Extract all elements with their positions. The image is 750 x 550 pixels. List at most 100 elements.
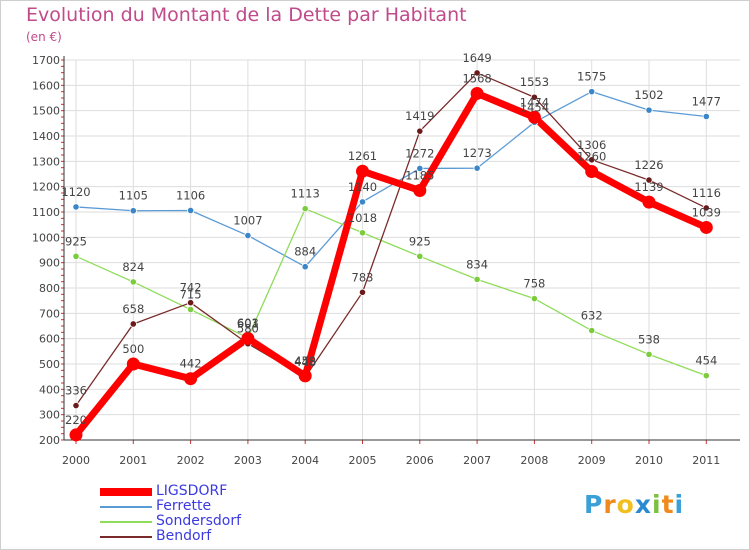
data-label-bendorf: 448 [294,355,316,369]
data-point-sondersdorf [187,305,195,314]
data-point-sondersdorf [473,275,481,283]
data-label-bendorf: 1116 [692,186,721,200]
data-label-ferrette: 1272 [405,146,434,160]
data-label-ferrette: 1120 [61,185,90,199]
data-point-sondersdorf [645,350,653,358]
x-tick-label: 2001 [119,454,147,467]
data-point-ligsdorf [356,164,369,178]
data-label-ligsdorf: 1568 [462,71,491,85]
data-label-ligsdorf: 442 [180,357,202,371]
data-label-ligsdorf: 1260 [577,149,606,163]
data-label-sondersdorf: 715 [180,288,202,302]
y-tick-label: 1100 [32,206,60,219]
data-label-ligsdorf: 1185 [405,168,434,182]
data-point-ferrette [301,263,309,271]
data-point-bendorf [702,204,710,212]
y-tick-label: 700 [39,307,60,320]
data-point-ferrette [702,112,710,121]
data-label-bendorf: 1649 [462,51,491,65]
y-tick-label: 400 [39,383,60,396]
data-label-sondersdorf: 758 [523,277,545,291]
data-point-ligsdorf [126,357,140,371]
data-point-ferrette [244,231,252,240]
data-point-ligsdorf [642,195,656,209]
data-label-sondersdorf: 632 [581,309,603,323]
series-line-ligsdorf [72,89,710,439]
data-point-bendorf [645,176,653,184]
data-point-bendorf [530,93,539,101]
legend-swatch [100,506,152,508]
legend-label: Bendorf [156,528,212,544]
logo-letter: r [603,490,617,519]
data-label-ferrette: 884 [294,245,316,259]
data-label-ferrette: 1575 [577,70,606,84]
data-point-bendorf [187,299,195,307]
data-point-sondersdorf [129,278,137,286]
data-point-sondersdorf [358,229,367,237]
x-tick-label: 2004 [291,454,319,467]
data-label-ligsdorf: 1039 [692,205,721,219]
data-point-ligsdorf [298,369,312,383]
data-label-ferrette: 1007 [233,214,262,228]
y-tick-label: 300 [39,409,60,422]
data-label-ligsdorf: 1474 [520,95,549,109]
proxiti-logo: Proxiti [584,490,684,519]
x-tick-label: 2008 [520,454,548,467]
data-label-ferrette: 1502 [634,88,663,102]
data-label-bendorf: 658 [122,302,144,316]
legend-swatch [100,488,152,496]
x-tick-label: 2003 [234,454,262,467]
x-tick-label: 2005 [349,454,377,467]
data-label-sondersdorf: 824 [122,260,144,274]
y-tick-label: 1200 [32,181,60,194]
data-label-bendorf: 1306 [577,138,606,152]
data-point-sondersdorf [416,252,424,260]
y-tick-label: 1300 [32,155,60,168]
data-point-sondersdorf [530,295,539,303]
data-label-bendorf: 742 [180,281,202,295]
data-label-ligsdorf: 601 [237,316,259,330]
data-point-ligsdorf [413,183,427,197]
x-tick-label: 2010 [635,454,663,467]
data-point-ferrette [358,198,367,206]
logo-letter: i [652,490,662,519]
data-label-bendorf: 1419 [405,109,434,123]
data-label-ferrette: 1273 [462,146,491,160]
logo-letter: P [584,490,604,519]
data-point-ferrette [588,88,596,96]
data-label-sondersdorf: 1113 [291,187,320,201]
legend-label: LIGSDORF [156,483,228,499]
y-tick-label: 500 [39,358,60,371]
data-label-bendorf: 1226 [634,158,663,172]
data-point-bendorf [72,401,80,410]
logo-letter: i [674,490,685,519]
data-label-ligsdorf: 1261 [348,149,377,163]
x-tick-label: 2000 [62,454,90,467]
legend-swatch [100,521,152,523]
data-point-bendorf [588,156,596,164]
x-tick-label: 2006 [406,454,434,467]
data-point-sondersdorf [588,326,596,335]
legend-swatch [100,536,152,538]
y-tick-label: 800 [39,282,60,295]
data-point-ligsdorf [470,86,484,100]
y-tick-label: 1600 [32,79,60,92]
data-point-ferrette [72,203,80,211]
data-point-sondersdorf [301,205,309,213]
data-point-ligsdorf [69,428,83,442]
data-point-ferrette [473,164,481,172]
x-tick-label: 2009 [578,454,606,467]
data-label-ligsdorf: 1139 [634,180,663,194]
legend-label: Sondersdorf [156,513,242,529]
data-label-sondersdorf: 603 [237,316,259,330]
data-label-bendorf: 580 [237,322,259,336]
data-point-bendorf [129,320,137,328]
data-point-ligsdorf [699,220,713,234]
data-point-ligsdorf [527,110,541,124]
data-label-sondersdorf: 538 [638,332,660,346]
x-tick-label: 2007 [463,454,491,467]
logo-letter: o [616,490,635,519]
data-point-ligsdorf [585,164,599,178]
y-tick-label: 1500 [32,105,60,118]
